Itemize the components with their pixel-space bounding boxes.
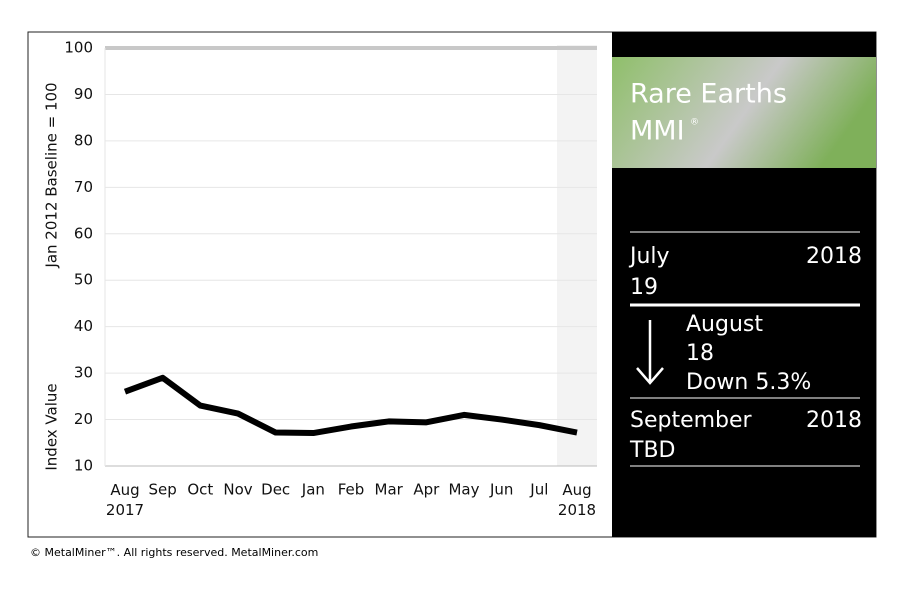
next-year: 2018 <box>806 408 862 433</box>
y-tick-label: 50 <box>74 271 93 289</box>
next-value: TBD <box>629 438 675 463</box>
x-tick-label: Jun <box>489 481 513 499</box>
next-month: September <box>630 408 753 433</box>
x-tick-label: Aug 2018 <box>558 481 596 519</box>
y-tick-label: 30 <box>74 364 93 382</box>
y-tick-label: 10 <box>74 457 93 475</box>
y-axis-label: Jan 2012 Baseline = 100 <box>43 82 61 268</box>
prev-month: July <box>628 244 670 269</box>
cur-value: 18 <box>686 341 714 366</box>
x-tick-label: Oct <box>187 481 213 499</box>
y-axis-label: Index Value <box>43 383 61 470</box>
x-tick-label: Aug 2017 <box>106 481 144 519</box>
panel-title: Rare Earths <box>630 79 787 110</box>
y-tick-label: 70 <box>74 178 93 196</box>
y-tick-label: 60 <box>74 224 93 242</box>
x-tick-label: Sep <box>149 481 177 499</box>
cur-month: August <box>686 312 763 337</box>
y-tick-label: 80 <box>74 131 93 149</box>
x-tick-label: Dec <box>261 481 290 499</box>
registered-mark: ® <box>690 118 699 128</box>
y-tick-label: 90 <box>74 85 93 103</box>
x-tick-label: Mar <box>375 481 404 499</box>
prev-year: 2018 <box>806 244 862 269</box>
x-tick-label: Jan <box>301 481 325 499</box>
panel-subtitle: MMI <box>630 116 685 147</box>
x-tick-label: Feb <box>338 481 365 499</box>
highlight-column <box>557 45 597 466</box>
x-tick-label: May <box>448 481 479 499</box>
footer: © MetalMiner™. All rights reserved. Meta… <box>30 546 318 559</box>
x-tick-label: Jul <box>529 481 548 499</box>
down-arrow <box>636 320 664 385</box>
y-tick-label: 20 <box>74 410 93 428</box>
y-tick-label: 100 <box>64 39 93 57</box>
change: Down 5.3% <box>686 370 811 395</box>
y-tick-label: 40 <box>74 317 93 335</box>
panel-header <box>612 57 876 168</box>
x-tick-label: Nov <box>223 481 252 499</box>
line-series <box>123 374 578 437</box>
prev-value: 19 <box>630 275 658 300</box>
x-tick-label: Apr <box>413 481 440 499</box>
